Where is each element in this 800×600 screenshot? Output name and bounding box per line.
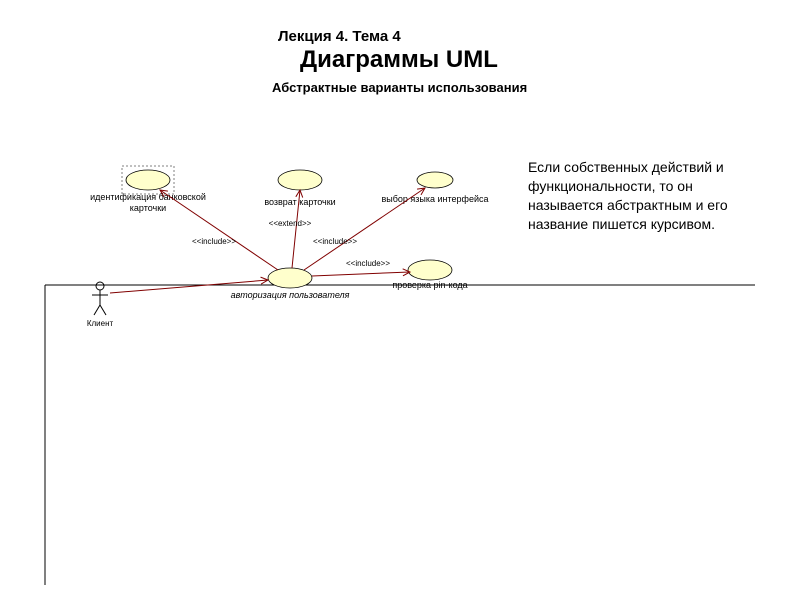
use-case-uc1 [126, 170, 170, 190]
use-case-uc2 [278, 170, 322, 190]
use-case-label: карточки [130, 203, 166, 213]
use-case-uc5 [408, 260, 452, 280]
use-case-uc4 [268, 268, 312, 288]
actor-label: Клиент [87, 319, 114, 328]
edge-uc4-uc5 [312, 272, 410, 276]
edge-uc4-uc1 [160, 190, 278, 270]
use-case-label: идентификация банковской [90, 192, 206, 202]
use-case-label: авторизация пользователя [231, 290, 350, 300]
use-case-uc3 [417, 172, 453, 188]
use-case-label: выбор языка интерфейса [382, 194, 489, 204]
use-case-label: возврат карточки [264, 197, 335, 207]
stereotype-label: <<include>> [346, 259, 390, 268]
stereotype-label: <<extend>> [269, 219, 312, 228]
stereotype-label: <<include>> [313, 237, 357, 246]
stereotype-label: <<include>> [192, 237, 236, 246]
use-case-label: проверка pin-кода [392, 280, 467, 290]
uml-diagram: Клиент идентификация банковскойкарточки во… [0, 0, 800, 600]
